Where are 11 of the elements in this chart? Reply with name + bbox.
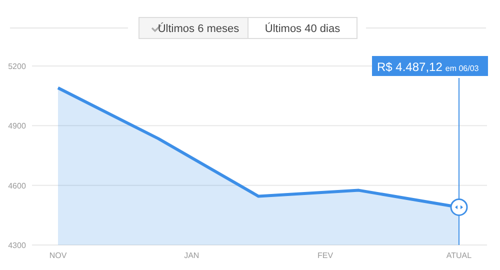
annotation: R$ 4.487,12 em 06/03 bbox=[377, 60, 480, 74]
text: Últimos 6 meses bbox=[158, 22, 240, 35]
x-tick-label: FEV bbox=[318, 251, 334, 260]
y-tick-label: 5200 bbox=[8, 62, 26, 71]
x-tick-label: NOV bbox=[49, 251, 68, 260]
y-tick-label: 4600 bbox=[8, 181, 26, 190]
x-tick-label: JAN bbox=[184, 251, 200, 260]
x-tick-label: ATUAL bbox=[446, 251, 472, 260]
text: Últimos 40 dias bbox=[264, 22, 341, 35]
y-tick-label: 4300 bbox=[8, 241, 26, 250]
y-tick-label: 4900 bbox=[8, 122, 26, 131]
